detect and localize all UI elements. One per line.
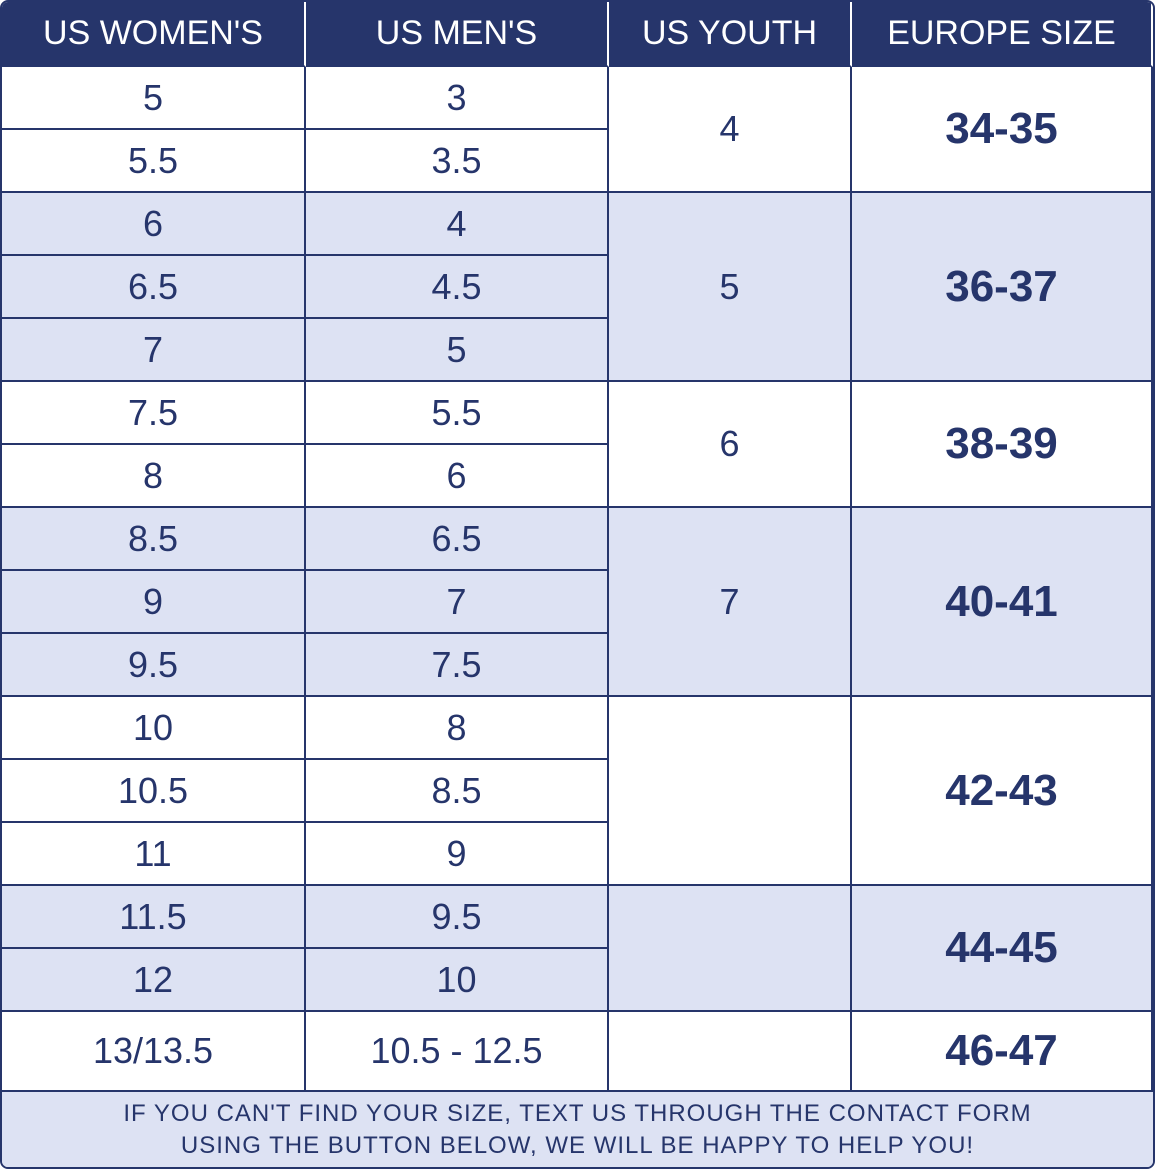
mens-size: 3.5 xyxy=(306,130,609,193)
womens-size: 9.5 xyxy=(2,634,306,697)
europe-size: 42-43 xyxy=(852,697,1153,886)
womens-size: 8 xyxy=(2,445,306,508)
youth-size xyxy=(609,697,852,886)
europe-size: 40-41 xyxy=(852,508,1153,697)
europe-size: 46-47 xyxy=(852,1012,1153,1092)
europe-size: 44-45 xyxy=(852,886,1153,1012)
mens-size: 10.5 - 12.5 xyxy=(306,1012,609,1092)
mens-size: 9 xyxy=(306,823,609,886)
footer-line: USING THE BUTTON BELOW, WE WILL BE HAPPY… xyxy=(180,1131,975,1159)
mens-size: 8 xyxy=(306,697,609,760)
header-cell: US YOUTH xyxy=(609,2,852,67)
youth-size: 4 xyxy=(609,67,852,193)
mens-size: 4.5 xyxy=(306,256,609,319)
womens-size: 5 xyxy=(2,67,306,130)
header-cell: US MEN'S xyxy=(306,2,609,67)
youth-size: 6 xyxy=(609,382,852,508)
womens-size: 10.5 xyxy=(2,760,306,823)
womens-size: 13/13.5 xyxy=(2,1012,306,1092)
mens-size: 5.5 xyxy=(306,382,609,445)
mens-size: 6.5 xyxy=(306,508,609,571)
womens-size: 5.5 xyxy=(2,130,306,193)
mens-size: 7 xyxy=(306,571,609,634)
header-cell: US WOMEN'S xyxy=(2,2,306,67)
womens-size: 12 xyxy=(2,949,306,1012)
footer-note: IF YOU CAN'T FIND YOUR SIZE, TEXT US THR… xyxy=(2,1092,1153,1167)
mens-size: 3 xyxy=(306,67,609,130)
youth-size xyxy=(609,1012,852,1092)
mens-size: 6 xyxy=(306,445,609,508)
womens-size: 8.5 xyxy=(2,508,306,571)
footer-line: IF YOU CAN'T FIND YOUR SIZE, TEXT US THR… xyxy=(123,1099,1032,1127)
youth-size: 5 xyxy=(609,193,852,382)
womens-size: 9 xyxy=(2,571,306,634)
mens-size: 5 xyxy=(306,319,609,382)
youth-size: 7 xyxy=(609,508,852,697)
mens-size: 8.5 xyxy=(306,760,609,823)
womens-size: 11 xyxy=(2,823,306,886)
europe-size: 36-37 xyxy=(852,193,1153,382)
mens-size: 10 xyxy=(306,949,609,1012)
womens-size: 6.5 xyxy=(2,256,306,319)
womens-size: 6 xyxy=(2,193,306,256)
europe-size: 38-39 xyxy=(852,382,1153,508)
europe-size: 34-35 xyxy=(852,67,1153,193)
header-cell: EUROPE SIZE xyxy=(852,2,1153,67)
womens-size: 7 xyxy=(2,319,306,382)
womens-size: 7.5 xyxy=(2,382,306,445)
mens-size: 7.5 xyxy=(306,634,609,697)
mens-size: 4 xyxy=(306,193,609,256)
womens-size: 10 xyxy=(2,697,306,760)
mens-size: 9.5 xyxy=(306,886,609,949)
womens-size: 11.5 xyxy=(2,886,306,949)
youth-size xyxy=(609,886,852,1012)
